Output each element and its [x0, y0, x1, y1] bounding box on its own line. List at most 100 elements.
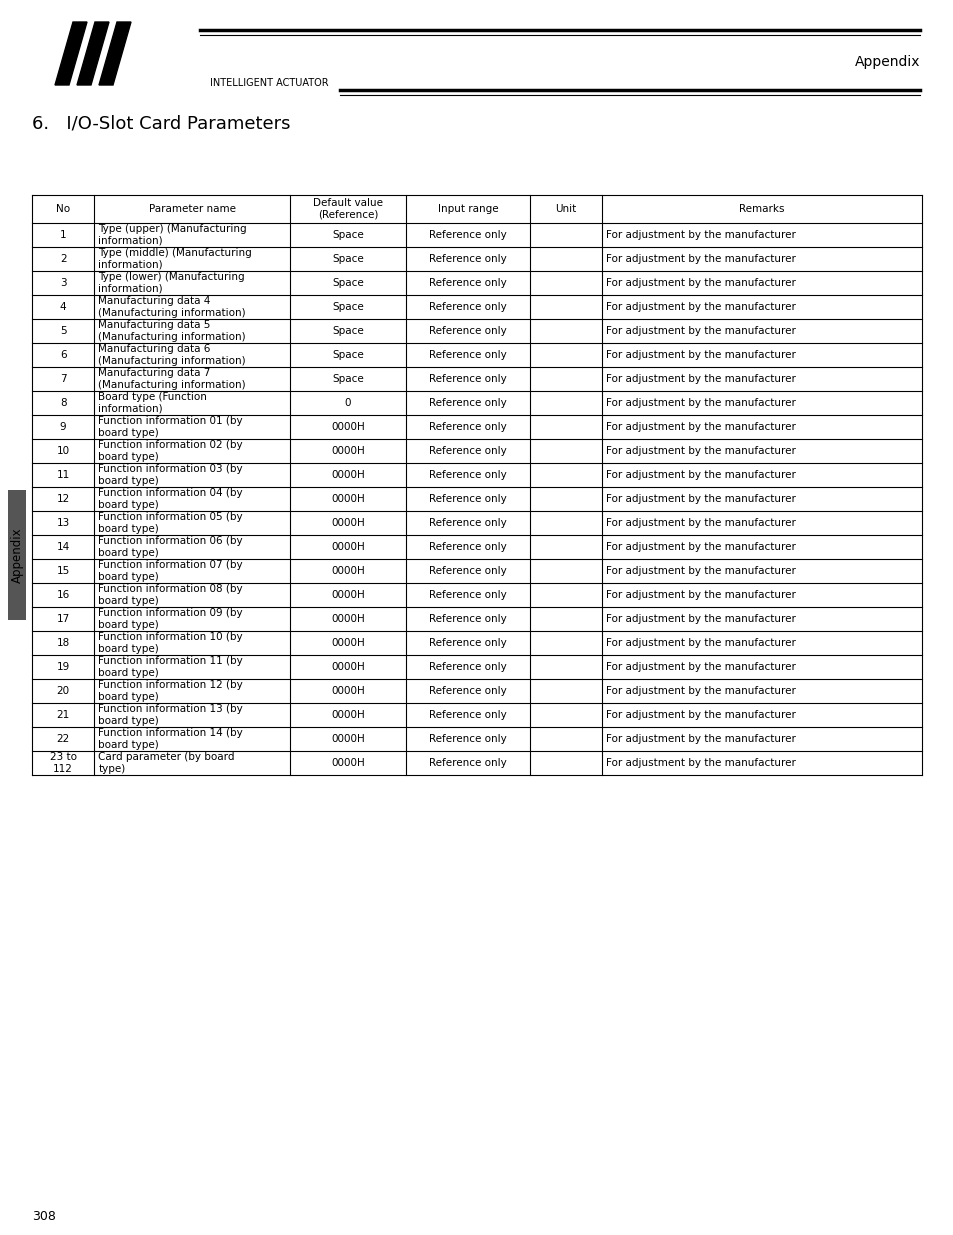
Text: Reference only: Reference only — [429, 254, 506, 264]
Text: Function information 05 (by
board type): Function information 05 (by board type) — [98, 513, 243, 534]
Text: Function information 01 (by
board type): Function information 01 (by board type) — [98, 416, 243, 437]
Text: Manufacturing data 4
(Manufacturing information): Manufacturing data 4 (Manufacturing info… — [98, 296, 246, 317]
Text: 7: 7 — [60, 374, 67, 384]
Text: 14: 14 — [56, 542, 70, 552]
Text: Function information 03 (by
board type): Function information 03 (by board type) — [98, 464, 243, 485]
Text: Appendix: Appendix — [10, 527, 24, 583]
Text: Type (middle) (Manufacturing
information): Type (middle) (Manufacturing information… — [98, 248, 252, 269]
Text: Reference only: Reference only — [429, 758, 506, 768]
Text: Unit: Unit — [555, 204, 576, 214]
Text: Reference only: Reference only — [429, 446, 506, 456]
Text: Space: Space — [332, 374, 363, 384]
Text: 308: 308 — [32, 1210, 56, 1223]
Text: 9: 9 — [60, 422, 67, 432]
Text: 0000H: 0000H — [331, 566, 364, 576]
Text: For adjustment by the manufacturer: For adjustment by the manufacturer — [605, 758, 795, 768]
Text: Reference only: Reference only — [429, 422, 506, 432]
Text: For adjustment by the manufacturer: For adjustment by the manufacturer — [605, 685, 795, 697]
Polygon shape — [55, 22, 87, 85]
Text: For adjustment by the manufacturer: For adjustment by the manufacturer — [605, 230, 795, 240]
Text: For adjustment by the manufacturer: For adjustment by the manufacturer — [605, 422, 795, 432]
Text: Function information 02 (by
board type): Function information 02 (by board type) — [98, 440, 243, 462]
Text: Reference only: Reference only — [429, 517, 506, 529]
Text: For adjustment by the manufacturer: For adjustment by the manufacturer — [605, 710, 795, 720]
Text: 0000H: 0000H — [331, 517, 364, 529]
Text: Input range: Input range — [437, 204, 497, 214]
Text: 1: 1 — [60, 230, 67, 240]
Text: 12: 12 — [56, 494, 70, 504]
Text: Reference only: Reference only — [429, 566, 506, 576]
Polygon shape — [77, 22, 109, 85]
Text: Reference only: Reference only — [429, 398, 506, 408]
Text: 23 to
112: 23 to 112 — [50, 752, 76, 774]
Text: 22: 22 — [56, 734, 70, 743]
Text: Function information 07 (by
board type): Function information 07 (by board type) — [98, 561, 243, 582]
Text: Reference only: Reference only — [429, 471, 506, 480]
Polygon shape — [99, 22, 131, 85]
Text: Function information 04 (by
board type): Function information 04 (by board type) — [98, 488, 243, 510]
Text: Reference only: Reference only — [429, 374, 506, 384]
Text: Function information 09 (by
board type): Function information 09 (by board type) — [98, 608, 243, 630]
Text: 6: 6 — [60, 350, 67, 359]
Text: Function information 10 (by
board type): Function information 10 (by board type) — [98, 632, 243, 653]
Text: For adjustment by the manufacturer: For adjustment by the manufacturer — [605, 374, 795, 384]
Text: Reference only: Reference only — [429, 685, 506, 697]
Text: No: No — [56, 204, 71, 214]
Text: For adjustment by the manufacturer: For adjustment by the manufacturer — [605, 254, 795, 264]
Text: 0000H: 0000H — [331, 734, 364, 743]
Text: Type (upper) (Manufacturing
information): Type (upper) (Manufacturing information) — [98, 225, 247, 246]
Text: 0000H: 0000H — [331, 446, 364, 456]
Text: Space: Space — [332, 303, 363, 312]
Text: For adjustment by the manufacturer: For adjustment by the manufacturer — [605, 614, 795, 624]
Text: Type (lower) (Manufacturing
information): Type (lower) (Manufacturing information) — [98, 272, 245, 294]
Text: For adjustment by the manufacturer: For adjustment by the manufacturer — [605, 734, 795, 743]
Text: 19: 19 — [56, 662, 70, 672]
Text: 20: 20 — [56, 685, 70, 697]
Text: 0000H: 0000H — [331, 590, 364, 600]
Text: Card parameter (by board
type): Card parameter (by board type) — [98, 752, 234, 774]
Text: Space: Space — [332, 230, 363, 240]
Text: 18: 18 — [56, 638, 70, 648]
Text: Appendix: Appendix — [854, 56, 919, 69]
Text: For adjustment by the manufacturer: For adjustment by the manufacturer — [605, 590, 795, 600]
Text: Space: Space — [332, 326, 363, 336]
Text: Reference only: Reference only — [429, 734, 506, 743]
Text: Reference only: Reference only — [429, 350, 506, 359]
Text: Function information 11 (by
board type): Function information 11 (by board type) — [98, 656, 243, 678]
Text: 0000H: 0000H — [331, 494, 364, 504]
Text: Default value
(Reference): Default value (Reference) — [313, 198, 382, 220]
Text: For adjustment by the manufacturer: For adjustment by the manufacturer — [605, 278, 795, 288]
Text: Space: Space — [332, 254, 363, 264]
Text: 0000H: 0000H — [331, 685, 364, 697]
Text: Manufacturing data 7
(Manufacturing information): Manufacturing data 7 (Manufacturing info… — [98, 368, 246, 390]
Text: Function information 06 (by
board type): Function information 06 (by board type) — [98, 536, 243, 558]
Text: For adjustment by the manufacturer: For adjustment by the manufacturer — [605, 350, 795, 359]
Text: 17: 17 — [56, 614, 70, 624]
Text: 11: 11 — [56, 471, 70, 480]
Text: INTELLIGENT ACTUATOR: INTELLIGENT ACTUATOR — [210, 78, 328, 88]
Text: 10: 10 — [56, 446, 70, 456]
Text: Reference only: Reference only — [429, 662, 506, 672]
Text: Function information 14 (by
board type): Function information 14 (by board type) — [98, 729, 243, 750]
Text: For adjustment by the manufacturer: For adjustment by the manufacturer — [605, 494, 795, 504]
Text: 5: 5 — [60, 326, 67, 336]
Text: For adjustment by the manufacturer: For adjustment by the manufacturer — [605, 662, 795, 672]
Text: Reference only: Reference only — [429, 590, 506, 600]
Text: For adjustment by the manufacturer: For adjustment by the manufacturer — [605, 471, 795, 480]
Text: 0: 0 — [344, 398, 351, 408]
Text: Reference only: Reference only — [429, 614, 506, 624]
Text: 4: 4 — [60, 303, 67, 312]
Text: Function information 13 (by
board type): Function information 13 (by board type) — [98, 704, 243, 726]
Text: Reference only: Reference only — [429, 638, 506, 648]
Text: 0000H: 0000H — [331, 710, 364, 720]
Text: Board type (Function
information): Board type (Function information) — [98, 393, 207, 414]
Text: Reference only: Reference only — [429, 303, 506, 312]
Text: Function information 08 (by
board type): Function information 08 (by board type) — [98, 584, 243, 606]
Text: For adjustment by the manufacturer: For adjustment by the manufacturer — [605, 326, 795, 336]
Text: For adjustment by the manufacturer: For adjustment by the manufacturer — [605, 638, 795, 648]
Text: For adjustment by the manufacturer: For adjustment by the manufacturer — [605, 542, 795, 552]
Text: For adjustment by the manufacturer: For adjustment by the manufacturer — [605, 517, 795, 529]
Text: For adjustment by the manufacturer: For adjustment by the manufacturer — [605, 303, 795, 312]
Text: Manufacturing data 5
(Manufacturing information): Manufacturing data 5 (Manufacturing info… — [98, 320, 246, 342]
Text: 21: 21 — [56, 710, 70, 720]
